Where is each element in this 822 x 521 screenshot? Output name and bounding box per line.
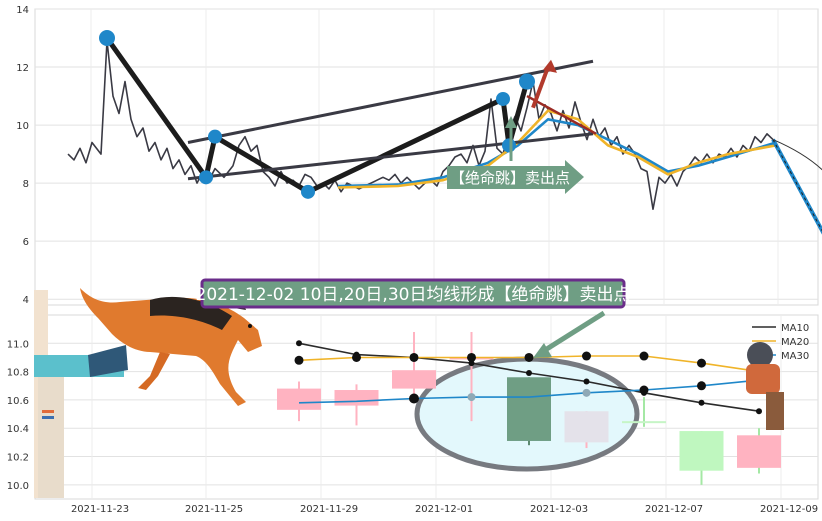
- candle-up: [737, 435, 781, 468]
- dog-eye: [248, 324, 252, 328]
- red-up-arrow: [531, 66, 550, 109]
- platform-pillar: [38, 377, 64, 498]
- series-point-ma10: [526, 370, 532, 377]
- series-point-ma20: [294, 355, 304, 365]
- pillar-mark: [42, 416, 54, 419]
- series-point-ma30: [582, 388, 591, 397]
- pointer-head: [533, 343, 552, 358]
- callout-label: 【绝命跳】卖出点: [450, 169, 570, 187]
- upper-y-tick-label: 12: [16, 63, 29, 74]
- pivot-point: [208, 129, 222, 144]
- series-point-ma10: [698, 399, 705, 406]
- diving-board-illustration: [34, 290, 128, 498]
- candle-up: [392, 370, 436, 389]
- banner-pointer-arrow: [533, 310, 606, 358]
- lower-series: [294, 340, 764, 415]
- series-point-ma20: [582, 351, 591, 361]
- zigzag-segment: [500, 96, 512, 148]
- callout-arrowhead: [565, 160, 584, 194]
- series-line-ma30: [298, 379, 760, 404]
- lower-y-tick-label: 10.0: [7, 481, 29, 492]
- pivot-points: [99, 30, 535, 199]
- series-point-ma10: [296, 340, 302, 347]
- pivot-point: [496, 91, 510, 106]
- lower-y-tick-label: 10.8: [7, 368, 29, 379]
- sell-point-callout: 【绝命跳】卖出点: [447, 116, 584, 194]
- series-point-ma20: [467, 352, 476, 362]
- lower-y-tick-label: 11.0: [7, 339, 29, 350]
- x-tick-label: 2021-12-01: [415, 504, 473, 515]
- series-point-ma20: [524, 352, 534, 362]
- lower-y-tick-label: 10.4: [7, 424, 29, 435]
- series-point-ma20: [352, 352, 361, 362]
- candle-up: [277, 388, 321, 410]
- callout-body: [447, 166, 565, 189]
- candle-down: [564, 411, 609, 443]
- figure-legs: [766, 392, 784, 430]
- right-figure-illustration: [746, 342, 784, 430]
- upper-plot-area: [34, 8, 819, 306]
- banner-text: 2021-12-02 10日,20日,30日均线形成【绝命跳】卖出点: [196, 285, 631, 305]
- zigzag-segment: [212, 134, 311, 195]
- lower-y-tick-label: 10.2: [7, 453, 29, 464]
- pivot-point: [502, 138, 516, 153]
- figure-body: [746, 364, 780, 394]
- pivot-point: [519, 73, 535, 90]
- series-point-ma20: [639, 351, 649, 361]
- zigzag-segment: [305, 96, 506, 195]
- x-tick-label: 2021-12-03: [530, 504, 588, 515]
- series-point-ma10: [756, 408, 762, 415]
- upper-y-tick-label: 6: [23, 237, 29, 248]
- candle-up: [622, 421, 666, 424]
- series-line-ma20: [337, 109, 777, 189]
- pillar-mark: [42, 410, 54, 413]
- candle-up: [334, 390, 379, 406]
- candles: [277, 331, 781, 485]
- series-point-ma20: [697, 358, 706, 368]
- callout-up-arrowhead: [505, 116, 517, 128]
- x-tick-label: 2021-12-09: [760, 504, 818, 515]
- red-up-arrowhead: [543, 59, 557, 73]
- lower-y-axis: 11.0 10.8 10.6 10.4 10.2 10.0: [7, 339, 29, 492]
- zigzag-segment: [104, 35, 209, 180]
- figure-head: [747, 342, 773, 368]
- legend-label-ma20: MA20: [781, 337, 809, 348]
- upper-y-tick-label: 4: [23, 295, 29, 306]
- upper-y-axis: 14 12 10 8 6 4: [16, 5, 29, 306]
- series-point-ma20: [409, 352, 419, 362]
- upper-y-tick-label: 14: [16, 5, 29, 16]
- legend-label-ma10: MA10: [781, 323, 809, 334]
- annotation-banner: 2021-12-02 10日,20日,30日均线形成【绝命跳】卖出点: [196, 278, 631, 309]
- pointer-shaft: [540, 310, 606, 355]
- x-tick-label: 2021-11-29: [300, 504, 358, 515]
- upper-y-tick-label: 10: [16, 121, 29, 132]
- forecast-drop-dash: [772, 139, 822, 232]
- series-point-ma30: [409, 393, 419, 404]
- x-axis: 2021-11-23 2021-11-25 2021-11-29 2021-12-01…: [71, 504, 818, 515]
- lower-y-tick-label: 10.6: [7, 396, 29, 407]
- series-point-ma30: [697, 381, 706, 391]
- legend-label-ma30: MA30: [781, 351, 809, 362]
- pivot-point: [199, 170, 213, 185]
- dog-hind-leg: [138, 352, 170, 390]
- diving-board: [88, 345, 128, 377]
- candle-down: [679, 431, 724, 471]
- series-point-ma10: [583, 378, 590, 385]
- x-tick-label: 2021-11-25: [185, 504, 243, 515]
- forecast-arc: [772, 139, 822, 171]
- lower-trendline: [187, 132, 594, 181]
- x-tick-label: 2021-11-23: [71, 504, 129, 515]
- x-tick-label: 2021-12-07: [645, 504, 703, 515]
- banner-box: [200, 278, 626, 309]
- series-point-ma30: [467, 393, 476, 402]
- series-point-ma30: [639, 385, 649, 395]
- red-pattern-line: [526, 94, 597, 135]
- candle-down: [507, 377, 551, 441]
- pivot-point: [99, 30, 115, 47]
- pivot-point: [301, 184, 315, 199]
- upper-y-tick-label: 8: [23, 179, 29, 190]
